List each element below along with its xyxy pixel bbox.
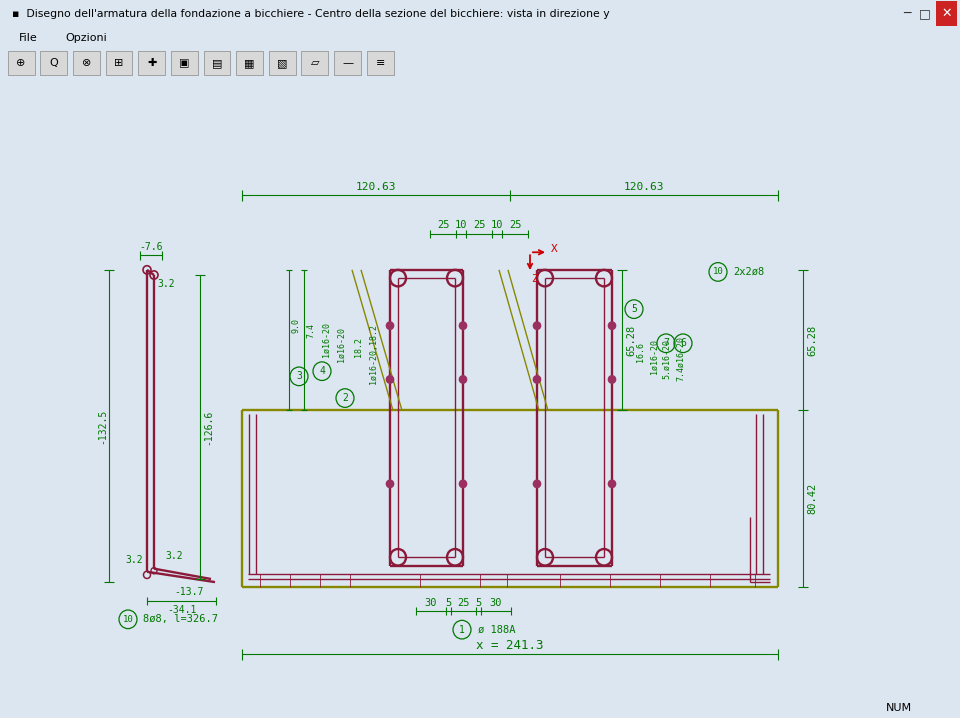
- Text: 9.0: 9.0: [292, 318, 300, 333]
- Text: 10: 10: [712, 267, 724, 276]
- Text: 10: 10: [491, 220, 503, 230]
- Text: 5: 5: [445, 598, 451, 607]
- FancyBboxPatch shape: [269, 51, 296, 75]
- Text: ▧: ▧: [277, 58, 287, 68]
- Text: 80.42: 80.42: [807, 483, 817, 515]
- Text: 120.63: 120.63: [624, 182, 664, 192]
- Text: X: X: [551, 244, 558, 254]
- Text: 10: 10: [123, 615, 133, 624]
- Text: 1ø16-20: 1ø16-20: [322, 322, 330, 357]
- Text: Z: Z: [531, 274, 538, 284]
- Text: 30: 30: [424, 598, 437, 607]
- Circle shape: [387, 376, 394, 383]
- Text: ▤: ▤: [212, 58, 222, 68]
- Circle shape: [387, 480, 394, 488]
- Text: File: File: [19, 33, 38, 43]
- Text: 1: 1: [459, 625, 465, 635]
- Circle shape: [534, 376, 540, 383]
- Text: 30: 30: [490, 598, 502, 607]
- Text: 2: 2: [342, 393, 348, 403]
- Text: ø 188A: ø 188A: [478, 625, 516, 635]
- Circle shape: [609, 376, 615, 383]
- Text: -13.7: -13.7: [174, 587, 204, 597]
- Text: ⊗: ⊗: [82, 58, 91, 68]
- Text: NUM: NUM: [886, 703, 912, 713]
- FancyBboxPatch shape: [8, 51, 35, 75]
- FancyBboxPatch shape: [236, 51, 263, 75]
- FancyBboxPatch shape: [936, 1, 957, 26]
- Text: x = 241.3: x = 241.3: [476, 639, 543, 652]
- Text: 5: 5: [475, 598, 482, 607]
- FancyBboxPatch shape: [40, 51, 67, 75]
- FancyBboxPatch shape: [73, 51, 100, 75]
- Text: ▱: ▱: [311, 58, 319, 68]
- Text: ⊕: ⊕: [16, 58, 26, 68]
- Text: ⊞: ⊞: [114, 58, 124, 68]
- FancyBboxPatch shape: [204, 51, 230, 75]
- Text: 25: 25: [472, 220, 485, 230]
- Text: 4: 4: [319, 366, 324, 376]
- Text: -34.1: -34.1: [167, 605, 196, 615]
- Text: ▪  Disegno dell'armatura della fondazione a bicchiere - Centro della sezione del: ▪ Disegno dell'armatura della fondazione…: [12, 9, 611, 19]
- Circle shape: [387, 322, 394, 330]
- Text: 6: 6: [680, 338, 686, 348]
- Text: 2x2ø8: 2x2ø8: [733, 267, 764, 277]
- Text: ≡: ≡: [375, 58, 385, 68]
- Text: —: —: [342, 58, 353, 68]
- Text: 1ø16-20: 1ø16-20: [337, 327, 346, 362]
- Circle shape: [534, 480, 540, 488]
- Text: Q: Q: [49, 58, 59, 68]
- Circle shape: [460, 376, 467, 383]
- Text: 3.2: 3.2: [126, 556, 143, 565]
- Text: ▦: ▦: [245, 58, 254, 68]
- FancyBboxPatch shape: [138, 51, 165, 75]
- Circle shape: [460, 322, 467, 330]
- Text: Opzioni: Opzioni: [65, 33, 107, 43]
- FancyBboxPatch shape: [334, 51, 361, 75]
- Text: 25: 25: [509, 220, 521, 230]
- FancyBboxPatch shape: [171, 51, 198, 75]
- Circle shape: [609, 480, 615, 488]
- Text: -126.6: -126.6: [203, 409, 213, 444]
- Text: 8ø8, l=326.7: 8ø8, l=326.7: [143, 615, 218, 625]
- Text: -132.5: -132.5: [97, 409, 107, 444]
- FancyBboxPatch shape: [367, 51, 394, 75]
- Text: 3: 3: [296, 371, 302, 381]
- Text: 7.4: 7.4: [306, 323, 316, 338]
- Text: -7.6: -7.6: [139, 242, 163, 252]
- Text: 1ø16-20: 1ø16-20: [650, 339, 659, 374]
- Text: 3.2: 3.2: [157, 279, 175, 289]
- Text: 16.6: 16.6: [636, 342, 645, 362]
- Text: ✚: ✚: [147, 58, 156, 68]
- Circle shape: [609, 322, 615, 330]
- Text: 5: 5: [631, 304, 636, 314]
- Text: □: □: [919, 7, 930, 20]
- Text: ✕: ✕: [942, 7, 951, 20]
- Text: 10: 10: [455, 220, 468, 230]
- FancyBboxPatch shape: [106, 51, 132, 75]
- Text: 25: 25: [457, 598, 469, 607]
- Circle shape: [460, 480, 467, 488]
- Text: 1ø16-20,18.2: 1ø16-20,18.2: [369, 324, 377, 383]
- Text: ─: ─: [903, 7, 911, 20]
- Text: ▣: ▣: [180, 58, 189, 68]
- Text: 7.4ø16-20: 7.4ø16-20: [677, 336, 685, 381]
- FancyBboxPatch shape: [301, 51, 328, 75]
- Text: 7: 7: [663, 338, 669, 348]
- Text: 120.63: 120.63: [356, 182, 396, 192]
- Text: 5.ø16-20: 5.ø16-20: [662, 339, 671, 379]
- Circle shape: [534, 322, 540, 330]
- Text: 65.28: 65.28: [626, 325, 636, 356]
- Text: 18.2: 18.2: [353, 337, 363, 358]
- Text: 3.2: 3.2: [165, 551, 182, 561]
- Text: 25: 25: [437, 220, 449, 230]
- Text: 65.28: 65.28: [807, 325, 817, 356]
